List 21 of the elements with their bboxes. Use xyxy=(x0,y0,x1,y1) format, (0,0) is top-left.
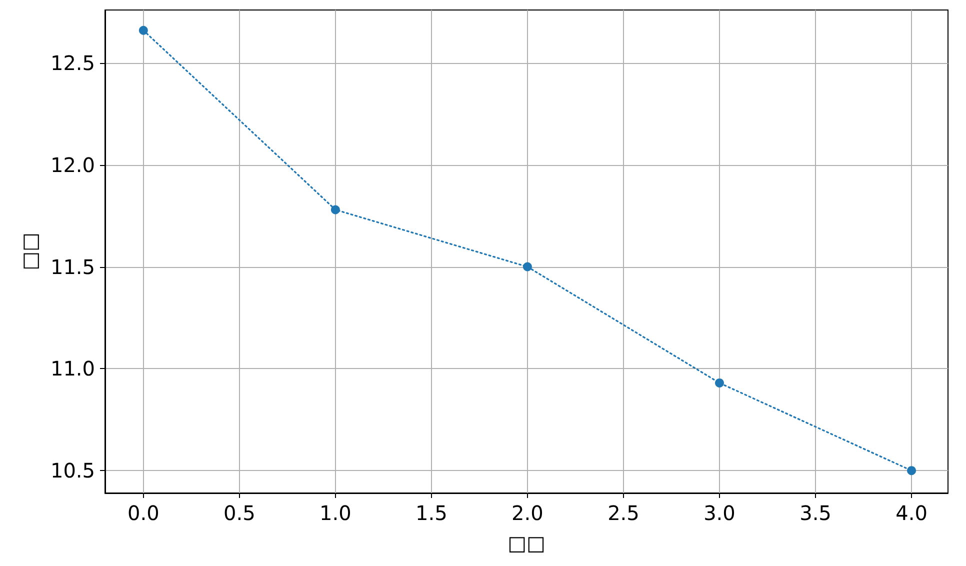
point xyxy=(330,205,340,214)
x-tick-label: 4.0 xyxy=(896,501,928,525)
point xyxy=(522,262,532,272)
x-tick-label: 2.0 xyxy=(512,501,544,525)
y-axis-title: □□ xyxy=(18,232,42,270)
y-tick-label: 11.0 xyxy=(50,356,95,381)
x-tick-label: 1.0 xyxy=(320,501,352,525)
y-tick-label: 12.0 xyxy=(50,152,95,177)
y-tick-label: 12.5 xyxy=(50,50,95,75)
point xyxy=(714,378,724,388)
x-tick-label: 2.5 xyxy=(608,501,640,525)
x-tick-label: 3.0 xyxy=(704,501,736,525)
x-tick-label: 0.0 xyxy=(128,501,160,525)
x-tick-label: 3.5 xyxy=(800,501,832,525)
y-tick-label: 11.5 xyxy=(50,254,95,279)
y-tick-label: 10.5 xyxy=(50,458,95,483)
point xyxy=(138,26,148,35)
x-tick-label: 0.5 xyxy=(224,501,256,525)
x-tick-label: 1.5 xyxy=(416,501,448,525)
x-axis-title: □□ xyxy=(508,531,546,555)
point xyxy=(907,466,916,476)
